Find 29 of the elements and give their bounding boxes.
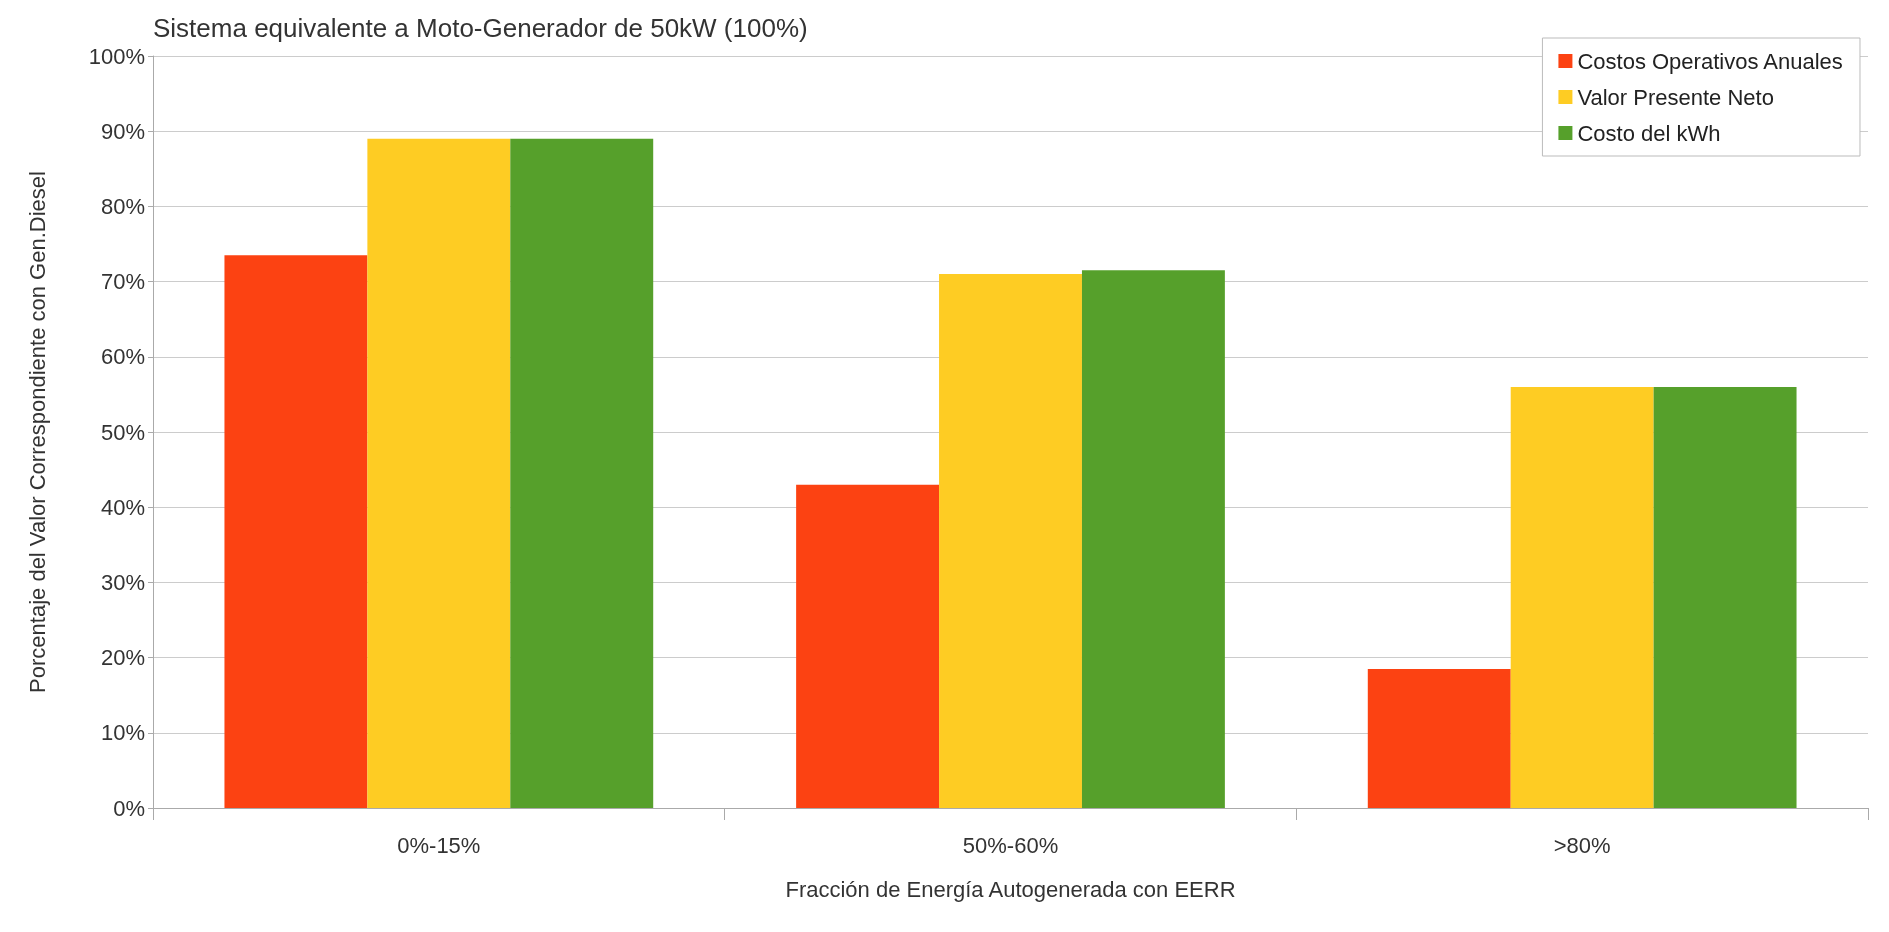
bar bbox=[1510, 386, 1654, 808]
y-tick-label: 0% bbox=[113, 795, 145, 821]
y-tick-label: 70% bbox=[100, 269, 145, 295]
y-tick-label: 60% bbox=[100, 344, 145, 370]
y-tick-label: 50% bbox=[100, 419, 145, 445]
y-tick-label: 80% bbox=[100, 193, 145, 219]
y-tick-label: 100% bbox=[88, 43, 145, 69]
legend-label: Valor Presente Neto bbox=[1577, 84, 1774, 110]
y-tick-label: 20% bbox=[100, 645, 145, 671]
x-tick-label: 0%-15% bbox=[397, 832, 481, 858]
bar bbox=[796, 484, 940, 808]
bar bbox=[510, 138, 654, 808]
bar bbox=[1081, 270, 1225, 808]
x-axis-title: Fracción de Energía Autogenerada con EERR bbox=[785, 876, 1236, 902]
bar bbox=[1653, 386, 1797, 808]
y-tick-label: 90% bbox=[100, 118, 145, 144]
y-tick-label: 40% bbox=[100, 494, 145, 520]
bar bbox=[367, 138, 511, 808]
bar bbox=[224, 255, 368, 808]
y-axis-title: Porcentaje del Valor Correspondiente con Gen.Diesel bbox=[24, 171, 50, 693]
legend-label: Costos Operativos Anuales bbox=[1577, 48, 1843, 74]
legend-label: Costo del kWh bbox=[1577, 120, 1721, 146]
y-tick-label: 30% bbox=[100, 569, 145, 595]
x-tick-label: 50%-60% bbox=[962, 832, 1059, 858]
x-tick-label: >80% bbox=[1553, 832, 1611, 858]
chart-title: Sistema equivalente a Moto-Generador de 50kW (100%) bbox=[153, 13, 808, 43]
bar bbox=[939, 274, 1082, 808]
bar bbox=[1367, 668, 1511, 808]
y-tick-label: 10% bbox=[100, 720, 145, 746]
